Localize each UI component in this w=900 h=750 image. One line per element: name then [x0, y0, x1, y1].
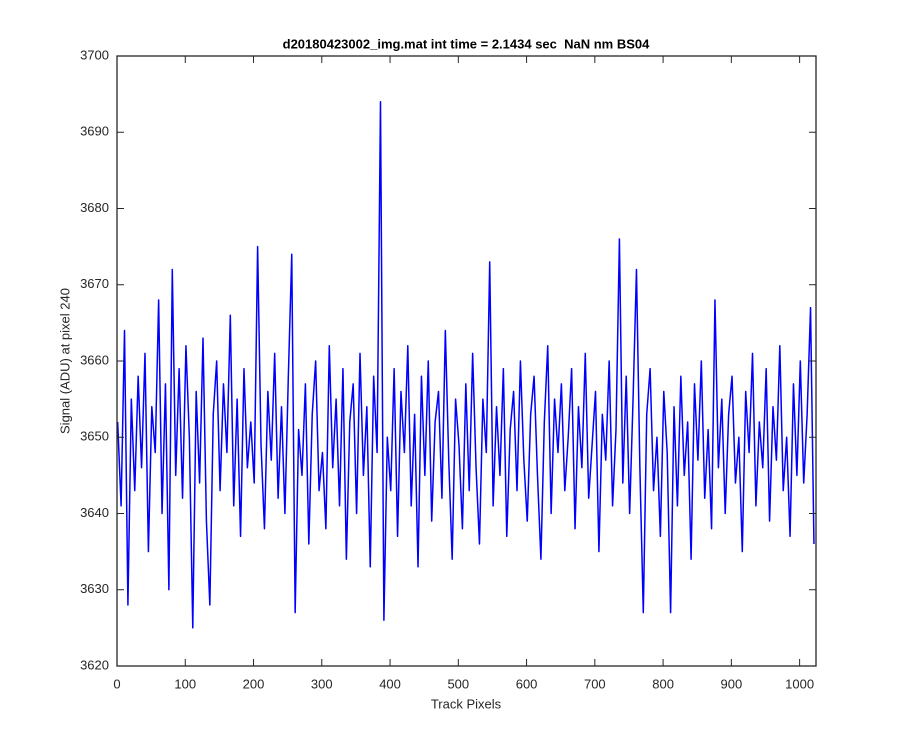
data-line [116, 101, 815, 629]
x-axis-label: Track Pixels [431, 696, 502, 711]
y-tick-label: 3620 [80, 657, 109, 672]
x-tick-label: 600 [516, 676, 538, 691]
y-tick-label: 3680 [80, 200, 109, 215]
y-tick-label: 3630 [80, 581, 109, 596]
y-tick-label: 3690 [80, 124, 109, 139]
y-tick-label: 3660 [80, 352, 109, 367]
x-tick-label: 900 [721, 676, 743, 691]
y-tick-label: 3640 [80, 505, 109, 520]
x-tick-label: 800 [652, 676, 674, 691]
x-tick-label: 200 [243, 676, 265, 691]
x-tick-label: 500 [447, 676, 469, 691]
x-tick-label: 300 [311, 676, 333, 691]
y-tick-label: 3700 [80, 47, 109, 62]
x-tick-label: 1000 [785, 676, 814, 691]
y-tick-label: 3670 [80, 276, 109, 291]
y-tick-label: 3650 [80, 429, 109, 444]
plot-frame [116, 55, 817, 667]
x-tick-label: 700 [584, 676, 606, 691]
y-axis-label: Signal (ADU) at pixel 240 [57, 288, 72, 434]
x-tick-label: 0 [113, 676, 120, 691]
chart-title: d20180423002_img.mat int time = 2.1434 s… [283, 36, 650, 51]
x-tick-label: 400 [379, 676, 401, 691]
x-tick-label: 100 [174, 676, 196, 691]
